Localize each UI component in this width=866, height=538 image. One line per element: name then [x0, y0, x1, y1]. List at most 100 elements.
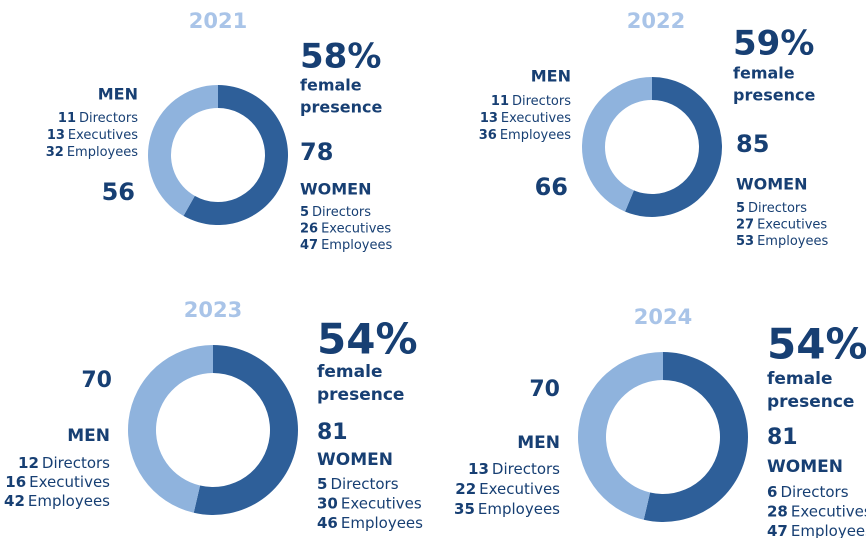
donut-slice	[643, 352, 748, 522]
men-value: 66	[535, 173, 568, 201]
breakdown-label: Directors	[312, 205, 371, 220]
breakdown-label: Employees	[478, 500, 560, 518]
men-value: 56	[102, 178, 135, 206]
men-label: MEN	[98, 85, 138, 104]
breakdown-label: Employees	[791, 522, 866, 538]
breakdown-count: 6	[767, 483, 777, 501]
breakdown-line: 36 Employees	[479, 128, 571, 143]
donut-slice	[577, 352, 663, 520]
breakdown-line: 22 Executives	[455, 480, 560, 498]
breakdown-line: 5 Directors	[300, 205, 371, 220]
breakdown-count: 16	[5, 473, 26, 491]
breakdown-label: Executives	[501, 111, 571, 126]
breakdown-label: Employees	[321, 238, 392, 253]
breakdown-label: Directors	[42, 454, 110, 472]
breakdown-label: Executives	[791, 502, 866, 520]
donut-slice	[582, 77, 652, 212]
donut-slice	[148, 85, 218, 216]
share-text: presence	[317, 385, 404, 405]
women-label: WOMEN	[317, 450, 393, 470]
women-value: 85	[736, 130, 769, 158]
share-text: female	[733, 64, 795, 83]
women-value: 81	[767, 425, 798, 450]
breakdown-line: 30 Executives	[317, 494, 422, 512]
breakdown-label: Directors	[780, 483, 848, 501]
breakdown-label: Employees	[67, 145, 138, 160]
share-annotation: 54%	[767, 320, 866, 369]
breakdown-count: 11	[491, 94, 509, 109]
breakdown-count: 46	[317, 514, 338, 532]
breakdown-label: Directors	[330, 475, 398, 493]
breakdown-line: 35 Employees	[454, 500, 560, 518]
breakdown-count: 5	[736, 201, 745, 216]
women-label: WOMEN	[300, 180, 372, 199]
donut-slice	[193, 345, 298, 515]
share-text: presence	[767, 392, 854, 412]
breakdown-line: 11 Directors	[58, 111, 138, 126]
breakdown-count: 26	[300, 221, 318, 236]
chart-title: 2023	[184, 298, 242, 322]
breakdown-line: 46 Employees	[317, 514, 423, 532]
share-text: female	[767, 369, 832, 389]
breakdown-count: 22	[455, 480, 476, 498]
breakdown-count: 35	[454, 500, 475, 518]
share-text: presence	[733, 86, 815, 105]
share-text: female	[300, 76, 362, 95]
men-label: MEN	[517, 433, 560, 453]
breakdown-count: 5	[300, 205, 309, 220]
breakdown-count: 30	[317, 494, 338, 512]
breakdown-count: 11	[58, 111, 76, 126]
chart-title: 2021	[189, 9, 247, 33]
breakdown-count: 36	[479, 128, 497, 143]
chart-title: 2024	[634, 305, 692, 329]
breakdown-label: Directors	[748, 201, 807, 216]
breakdown-line: 28 Executives	[767, 502, 866, 520]
breakdown-label: Employees	[341, 514, 423, 532]
breakdown-count: 5	[317, 475, 327, 493]
breakdown-line: 27 Executives	[736, 217, 827, 232]
donut-slice	[183, 85, 288, 225]
breakdown-line: 6 Directors	[767, 483, 849, 501]
breakdown-line: 13 Executives	[47, 128, 138, 143]
breakdown-count: 42	[4, 492, 25, 510]
donut-slice	[625, 77, 723, 217]
breakdown-line: 12 Directors	[18, 454, 110, 472]
breakdown-line: 32 Employees	[46, 145, 138, 160]
breakdown-label: Executives	[341, 494, 422, 512]
breakdown-line: 16 Executives	[5, 473, 110, 491]
men-value: 70	[529, 377, 560, 402]
breakdown-label: Employees	[757, 234, 828, 249]
breakdown-label: Employees	[500, 128, 571, 143]
share-text: presence	[300, 98, 382, 117]
breakdown-count: 13	[468, 460, 489, 478]
breakdown-count: 47	[300, 238, 318, 253]
breakdown-line: 47 Employees	[767, 522, 866, 538]
share-annotation: 54%	[317, 315, 418, 364]
breakdown-label: Executives	[479, 480, 560, 498]
donut-panel: 2024 54%female presence 81 WOMEN 6 Directors28…	[454, 305, 866, 538]
breakdown-count: 12	[18, 454, 39, 472]
breakdown-line: 5 Directors	[317, 475, 399, 493]
breakdown-count: 28	[767, 502, 788, 520]
breakdown-count: 53	[736, 234, 754, 249]
men-label: MEN	[67, 426, 110, 446]
breakdown-line: 53 Employees	[736, 234, 828, 249]
breakdown-label: Executives	[321, 221, 391, 236]
breakdown-line: 11 Directors	[491, 94, 571, 109]
breakdown-line: 47 Employees	[300, 238, 392, 253]
women-value: 81	[317, 420, 348, 445]
share-annotation: 58%	[300, 37, 381, 77]
breakdown-line: 5 Directors	[736, 201, 807, 216]
women-label: WOMEN	[736, 175, 808, 194]
breakdown-label: Executives	[29, 473, 110, 491]
breakdown-label: Employees	[28, 492, 110, 510]
breakdown-label: Directors	[79, 111, 138, 126]
breakdown-line: 42 Employees	[4, 492, 110, 510]
share-annotation: 59%	[733, 24, 814, 64]
breakdown-label: Executives	[68, 128, 138, 143]
women-label: WOMEN	[767, 457, 843, 477]
